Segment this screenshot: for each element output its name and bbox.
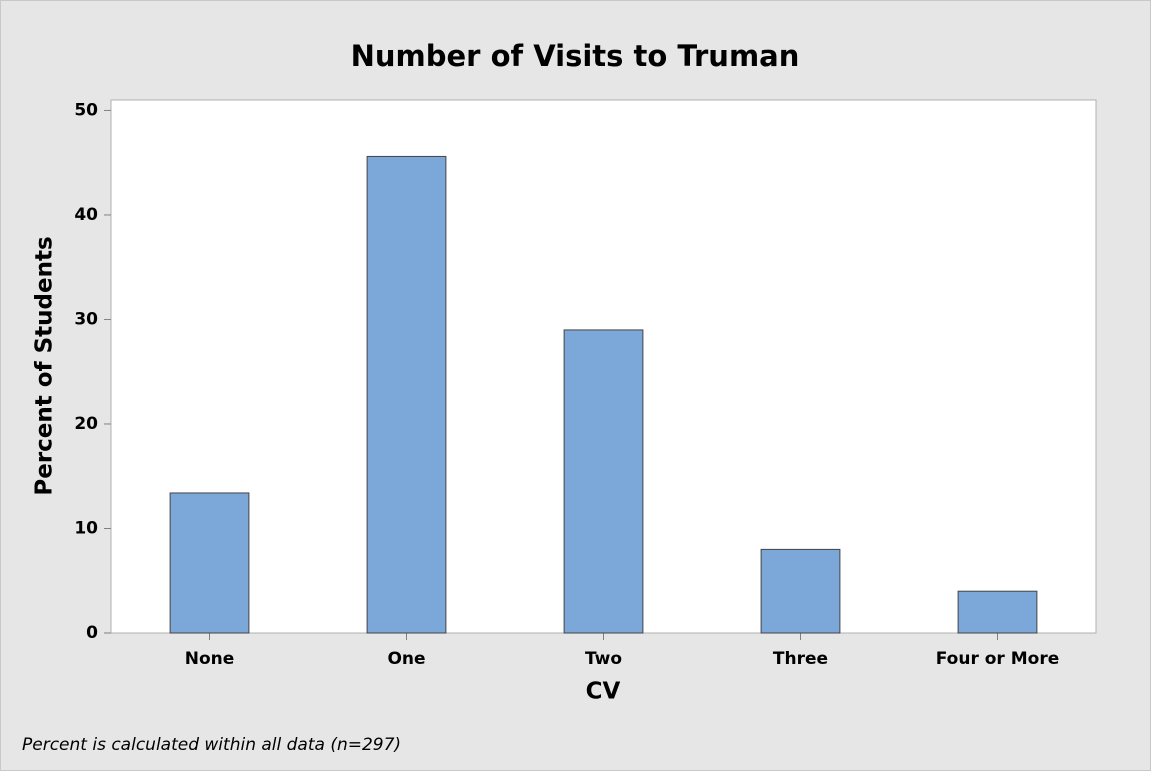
bar — [563, 329, 644, 634]
y-tick-label: 30 — [74, 309, 98, 329]
y-tick-label: 40 — [74, 205, 98, 225]
x-tick-label: None — [185, 649, 235, 669]
bar — [366, 155, 447, 634]
bar — [169, 492, 250, 634]
x-tick-label: One — [387, 649, 425, 669]
x-tick-label: Three — [773, 649, 828, 669]
x-tick-label: Two — [585, 649, 622, 669]
bar — [957, 590, 1038, 634]
y-tick-label: 0 — [86, 623, 98, 643]
bar — [760, 548, 841, 634]
footnote: Percent is calculated within all data (n… — [22, 735, 401, 755]
x-tick-label: Four or More — [936, 649, 1060, 669]
y-tick-label: 50 — [74, 100, 98, 120]
y-axis-label: Percent of Students — [32, 236, 58, 495]
y-tick-label: 10 — [74, 518, 98, 538]
y-tick-label: 20 — [74, 414, 98, 434]
chart-title: Number of Visits to Truman — [351, 39, 800, 73]
x-axis-label: CV — [586, 679, 621, 705]
